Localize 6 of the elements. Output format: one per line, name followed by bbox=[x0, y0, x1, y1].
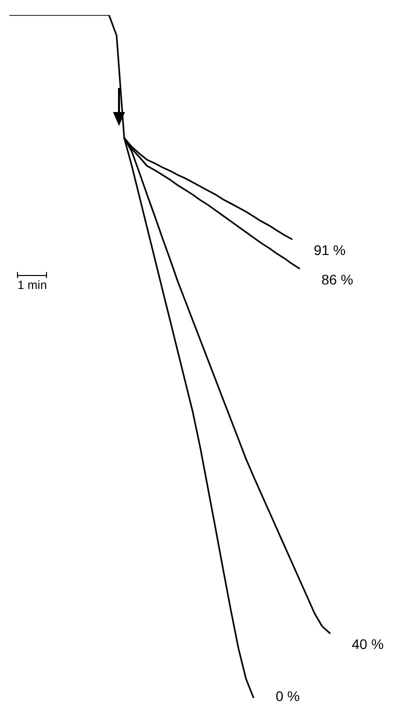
scale-bar: 1 min bbox=[17, 272, 48, 292]
annotation: 1 min bbox=[17, 278, 48, 292]
series-label: 40 % bbox=[352, 636, 384, 652]
series-label: 0 % bbox=[276, 688, 300, 704]
series-label: 91 % bbox=[314, 242, 346, 258]
series-label: 86 % bbox=[321, 271, 354, 288]
